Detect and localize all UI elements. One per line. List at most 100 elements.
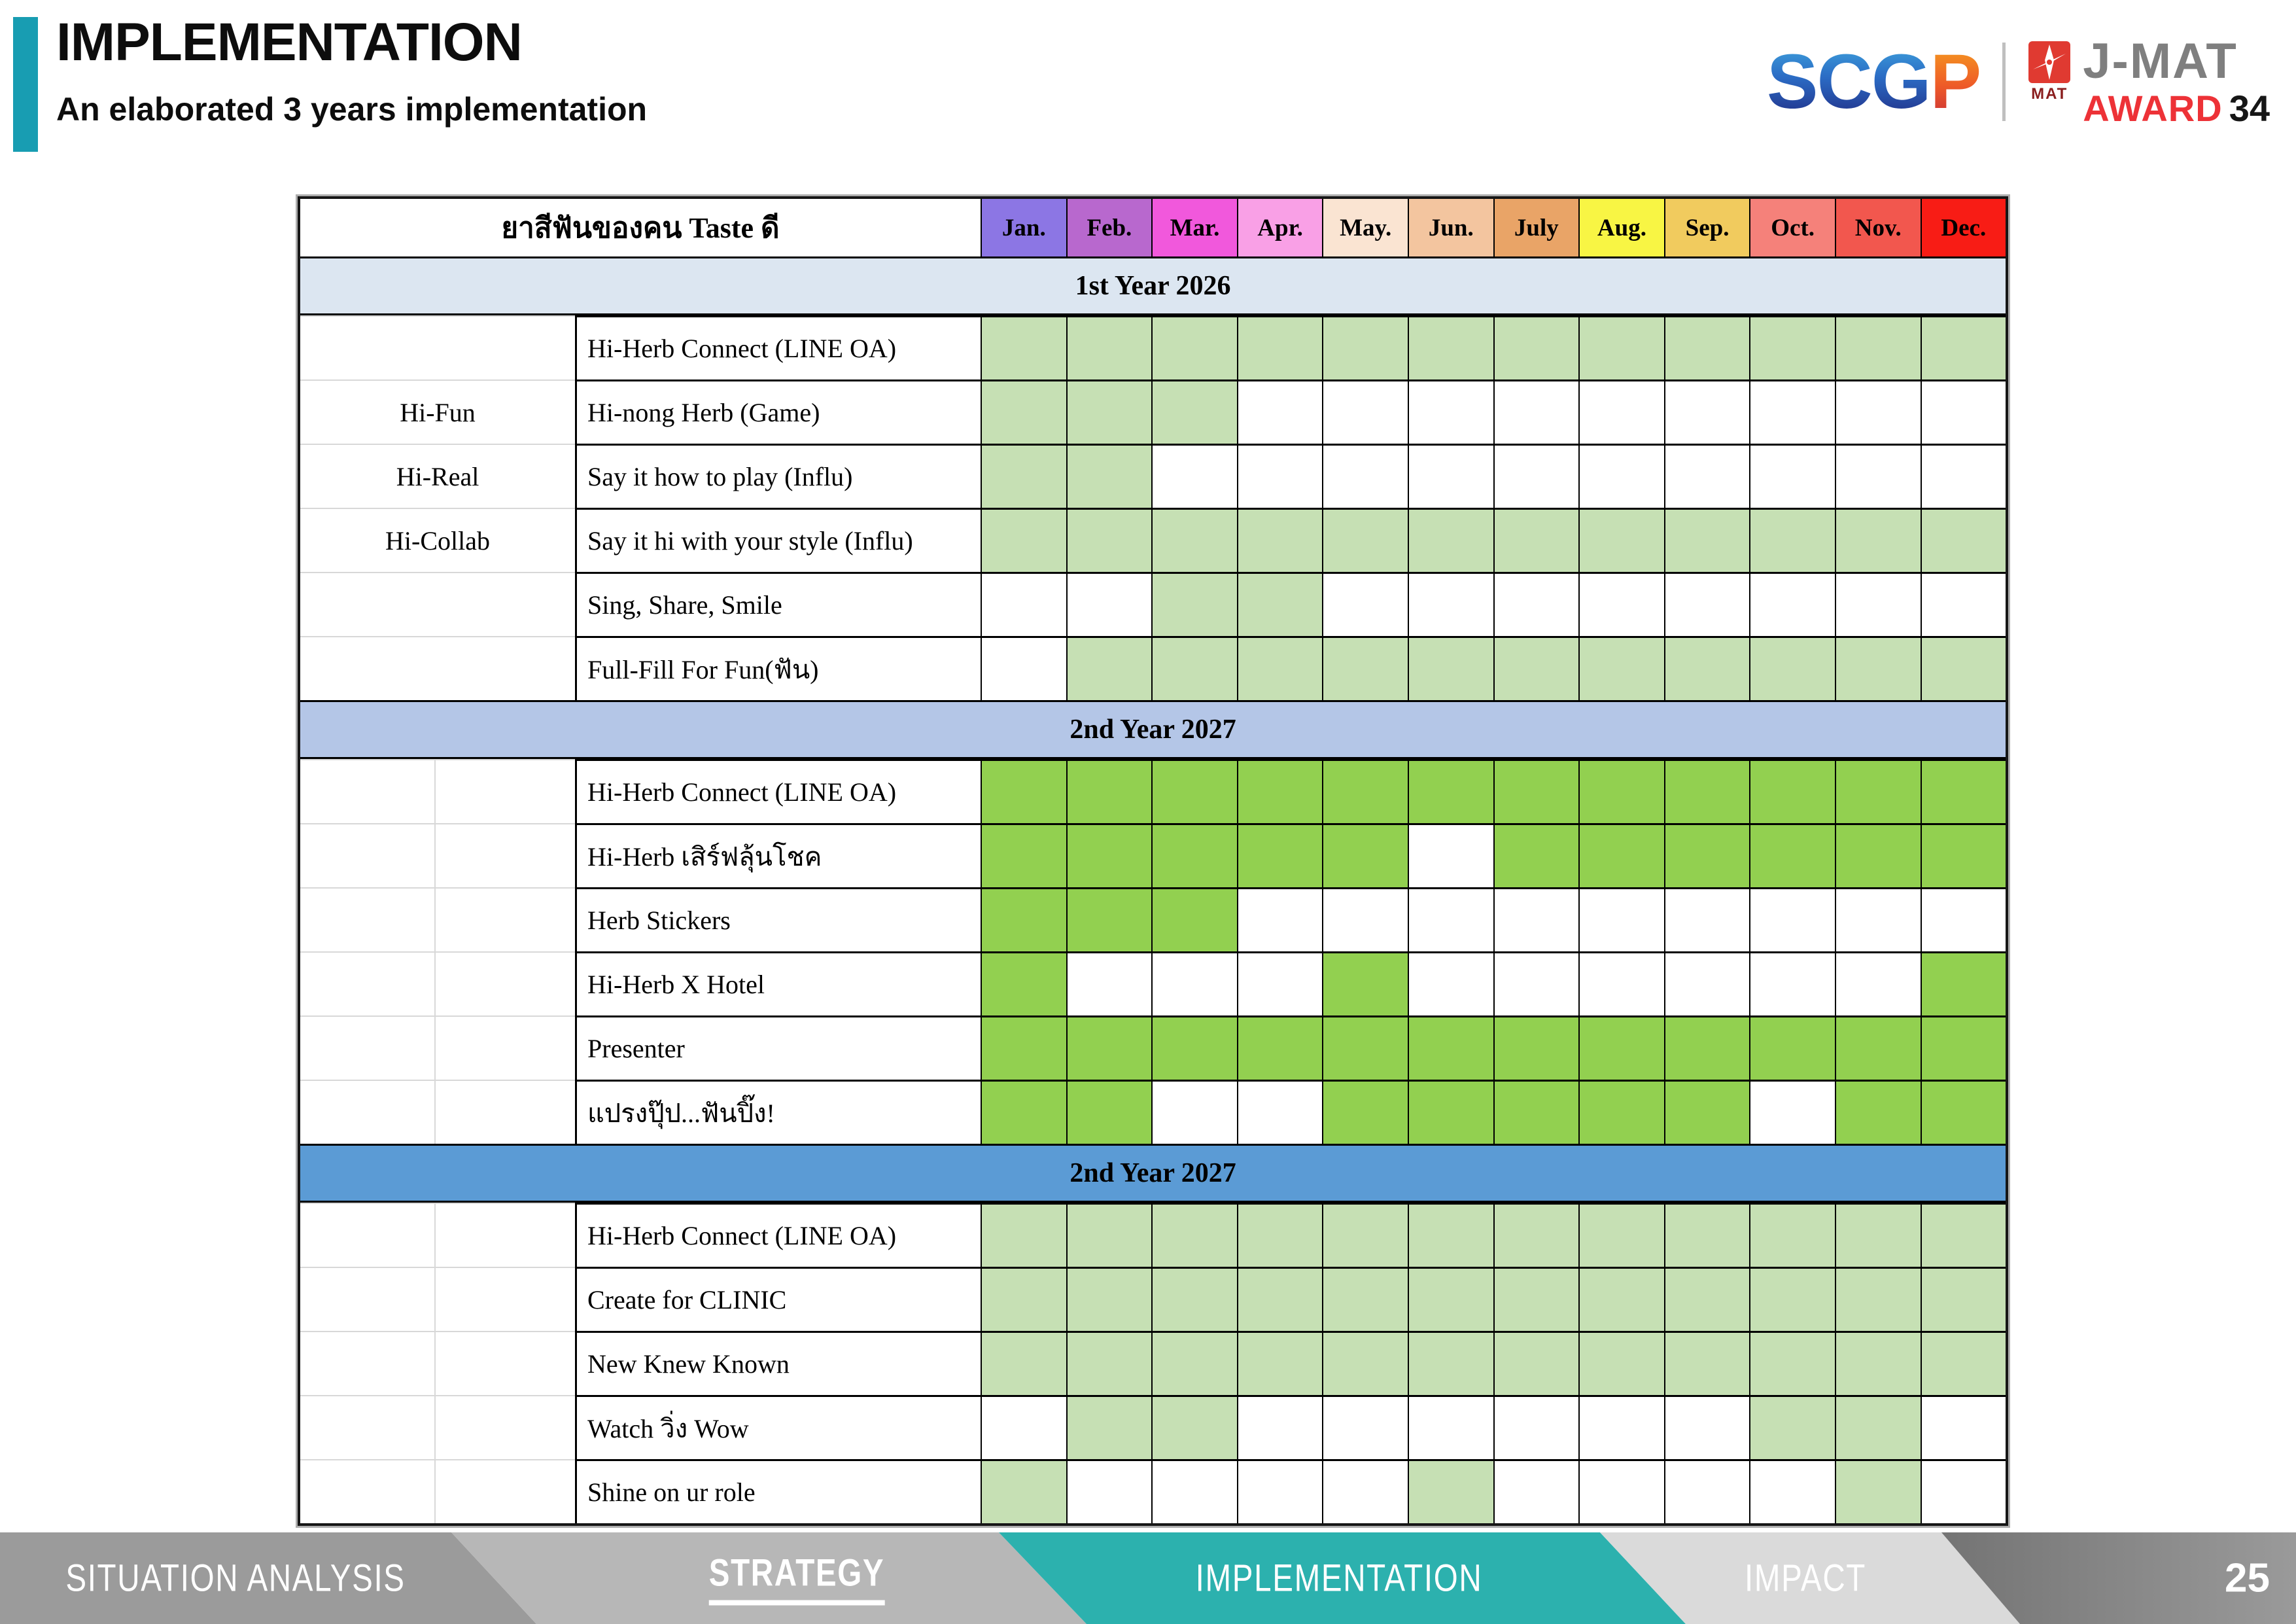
month-cell <box>1749 444 1835 508</box>
month-cell <box>1663 444 1750 508</box>
month-cell <box>1236 444 1323 508</box>
scgp-logo-text-p: P <box>1930 39 1982 125</box>
month-cell <box>1236 951 1323 1015</box>
month-cell <box>1578 887 1664 951</box>
month-cell <box>1749 1395 1835 1459</box>
month-cell <box>1066 508 1152 572</box>
month-cell <box>1493 823 1579 887</box>
month-cell <box>1151 636 1237 700</box>
group-label-cell <box>300 951 434 1015</box>
month-cell <box>1920 1080 2006 1144</box>
month-cell <box>1578 1080 1664 1144</box>
month-cell <box>1151 444 1237 508</box>
group-label-cell <box>300 887 434 951</box>
month-cell <box>1151 315 1237 380</box>
month-cell <box>1493 315 1579 380</box>
activity-cell: Hi-Herb Connect (LINE OA) <box>575 315 981 380</box>
month-cell <box>1663 1080 1750 1144</box>
month-cell <box>1322 823 1408 887</box>
month-cell <box>1151 1267 1237 1331</box>
month-cell <box>1407 1015 1493 1080</box>
month-cell <box>1066 759 1152 823</box>
nav-label-impact: IMPACT <box>1745 1557 1866 1600</box>
month-cell <box>1578 315 1664 380</box>
month-cell <box>1407 887 1493 951</box>
month-cell <box>1066 1331 1152 1395</box>
nav-segment-strategy <box>451 1532 1087 1624</box>
month-cell <box>1066 1459 1152 1523</box>
gantt-table: ยาสีฟันของคน Taste ดี Jan. Feb. Mar. Apr. May… <box>298 196 2009 1526</box>
group-label-cell <box>300 1267 434 1331</box>
month-cell <box>1834 572 1921 636</box>
month-cell <box>1749 951 1835 1015</box>
group-label-cell: Hi-Collab <box>300 508 575 572</box>
month-cell <box>1834 759 1921 823</box>
activity-cell: Full-Fill For Fun(ฟัน) <box>575 636 981 700</box>
month-cell <box>1749 887 1835 951</box>
month-cell <box>981 508 1066 572</box>
month-cell <box>1834 1395 1921 1459</box>
month-cell <box>1151 1459 1237 1523</box>
jmat-award-number: 34 <box>2229 88 2270 129</box>
month-cell <box>1066 887 1152 951</box>
month-cell <box>1236 572 1323 636</box>
page-number: 25 <box>2225 1555 2270 1601</box>
title-accent-bar <box>13 17 38 152</box>
month-cell <box>1322 887 1408 951</box>
month-cell <box>1151 1395 1237 1459</box>
month-cell <box>1066 823 1152 887</box>
month-cell <box>1834 1203 1921 1267</box>
month-cell <box>1920 1015 2006 1080</box>
month-cell <box>1493 636 1579 700</box>
month-cell <box>1834 951 1921 1015</box>
month-cell <box>1407 1267 1493 1331</box>
year-band: 2nd Year 2027 <box>300 1144 2006 1203</box>
month-cell <box>1834 508 1921 572</box>
month-cell <box>1236 1459 1323 1523</box>
month-cell <box>1407 315 1493 380</box>
month-cell <box>1663 823 1750 887</box>
month-cell <box>1407 572 1493 636</box>
group-label-cell <box>434 1203 575 1267</box>
month-cell <box>1578 1331 1664 1395</box>
group-label-cell <box>434 887 575 951</box>
month-cell <box>1920 380 2006 444</box>
month-cell <box>1322 572 1408 636</box>
month-cell <box>1663 508 1750 572</box>
page-title: IMPLEMENTATION <box>56 12 523 72</box>
month-cell <box>1920 444 2006 508</box>
month-header-cell: Jun. <box>1407 199 1493 256</box>
month-cell <box>1066 1015 1152 1080</box>
month-cell <box>1578 444 1664 508</box>
activity-cell: Hi-Herb Connect (LINE OA) <box>575 1203 981 1267</box>
month-cell <box>1749 1080 1835 1144</box>
month-cell <box>1663 1015 1750 1080</box>
month-cell <box>1151 380 1237 444</box>
month-cell <box>1834 1080 1921 1144</box>
month-cell <box>1407 1203 1493 1267</box>
month-cell <box>1236 1080 1323 1144</box>
month-cell <box>1578 572 1664 636</box>
month-cell <box>1749 315 1835 380</box>
month-cell <box>1493 1080 1579 1144</box>
month-cell <box>1493 759 1579 823</box>
month-cell <box>1578 1015 1664 1080</box>
nav-label-implementation: IMPLEMENTATION <box>1195 1557 1483 1600</box>
month-cell <box>1663 1203 1750 1267</box>
footer-nav: SITUATION ANALYSIS STRATEGY IMPLEMENTATI… <box>0 1532 2296 1624</box>
month-cell <box>1407 1331 1493 1395</box>
activity-cell: Hi-Herb X Hotel <box>575 951 981 1015</box>
month-header-cell: July <box>1493 199 1579 256</box>
month-cell <box>1749 1015 1835 1080</box>
month-cell <box>1920 1267 2006 1331</box>
month-cell <box>1151 951 1237 1015</box>
month-cell <box>981 444 1066 508</box>
group-label-cell <box>434 1395 575 1459</box>
month-cell <box>1066 1203 1152 1267</box>
group-label-cell <box>300 1459 434 1523</box>
month-cell <box>1322 508 1408 572</box>
month-cell <box>1151 1331 1237 1395</box>
activity-cell: Create for CLINIC <box>575 1267 981 1331</box>
month-cell <box>1920 1331 2006 1395</box>
month-cell <box>981 1080 1066 1144</box>
